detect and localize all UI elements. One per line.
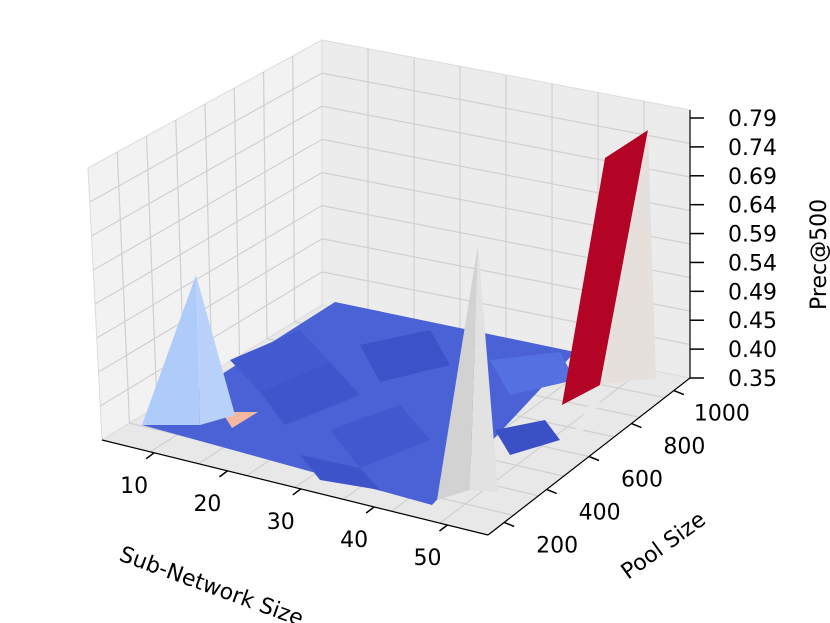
z-tick-label: 0.64 [728,194,777,219]
y-tick-label: 600 [621,468,663,493]
x-tick-label: 50 [413,546,441,571]
gridline [98,238,323,373]
x-tick-label: 30 [267,510,295,535]
y-tick [631,422,642,429]
z-tick-label: 0.74 [728,136,777,161]
surface [142,130,656,505]
z-tick-label: 0.35 [728,367,777,392]
peak-3-edge [575,385,604,432]
x-tick [439,524,448,532]
z-axis-label: Prec@500 [807,199,830,310]
x-tick [218,470,228,478]
surface-patch [260,362,360,425]
y-tick [673,389,685,396]
gridline [262,71,268,339]
x-axis-line [101,439,489,536]
z-tick-label: 0.45 [728,309,777,334]
z-tick-label: 0.79 [728,107,777,132]
z-tick-label: 0.54 [728,251,777,276]
gridline [439,368,645,524]
z-tick-label: 0.59 [728,223,777,248]
gridline [96,205,323,339]
y-tick-label: 1000 [694,402,750,427]
surface-patch [360,330,450,382]
surface-patch [230,330,330,392]
x-tick [292,488,302,496]
x-tick-label: 20 [193,492,221,517]
z-axis: 0.35 0.40 0.45 0.49 0.54 0.59 0.64 0.69 0.74 0.79 [689,107,777,392]
surface-patch [300,455,380,490]
peak-3-side [600,130,656,385]
peak-1-left [142,275,200,425]
peak-2-right [470,245,498,492]
y-tick-label: 800 [663,435,705,460]
x-tick [365,506,375,514]
z-tick-label: 0.40 [728,338,777,363]
surface-patch [330,405,430,468]
x-axis-label: Sub-Network Size [116,542,307,623]
gridline [94,171,323,305]
y-tick [503,521,515,528]
peak-1-right [196,275,235,425]
x-axis: 10 20 30 40 50 [101,439,489,571]
y-axis-label: Pool Size [617,507,711,585]
z-tick-label: 0.49 [728,280,777,305]
y-tick [546,488,557,495]
gridline [292,55,296,322]
surface-patch [490,352,575,395]
y-tick-label: 400 [579,500,621,525]
gridline [233,87,241,356]
peak-3-face [562,130,648,405]
z-tick-label: 0.69 [728,165,777,190]
x-tick-label: 10 [120,474,148,499]
peak-2-left [437,245,478,500]
y-tick-label: 200 [536,533,578,558]
surface-patch [495,420,560,455]
x-tick [145,452,155,460]
x-tick-label: 40 [340,528,368,553]
y-tick [588,455,600,462]
